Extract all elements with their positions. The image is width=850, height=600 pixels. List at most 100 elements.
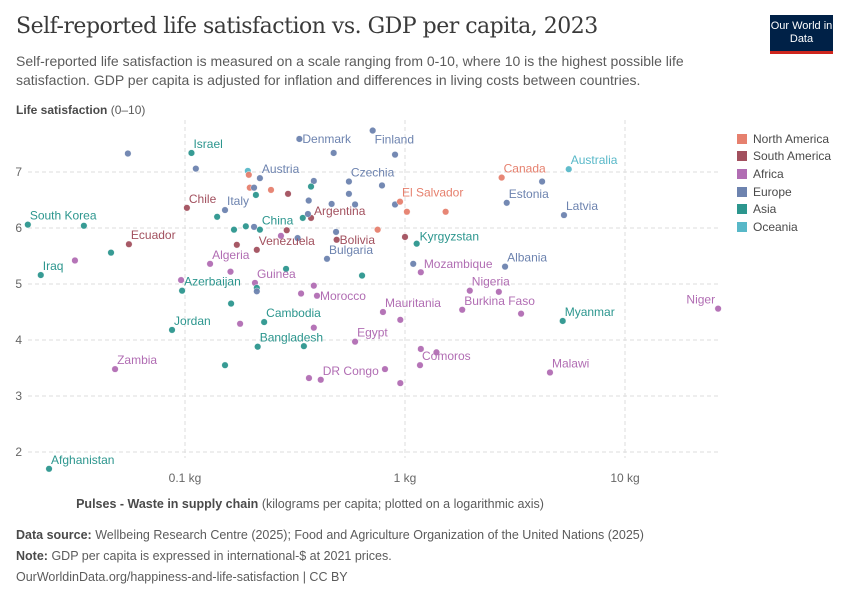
- data-point-zambia[interactable]: [111, 365, 119, 373]
- data-point[interactable]: [396, 316, 404, 324]
- data-point-australia[interactable]: [565, 165, 573, 173]
- legend-item-africa[interactable]: Africa: [737, 165, 831, 183]
- data-point-czechia[interactable]: [345, 178, 353, 186]
- data-point[interactable]: [401, 233, 409, 241]
- data-point[interactable]: [391, 151, 399, 159]
- data-point-finland[interactable]: [369, 127, 377, 135]
- data-point-iraq[interactable]: [37, 271, 45, 279]
- data-point[interactable]: [227, 300, 235, 308]
- data-point-el-salvador[interactable]: [396, 198, 404, 206]
- data-point-ecuador[interactable]: [125, 240, 133, 248]
- data-point-kyrgyzstan[interactable]: [413, 240, 421, 248]
- data-point[interactable]: [299, 214, 307, 222]
- legend-item-europe[interactable]: Europe: [737, 183, 831, 201]
- data-point-denmark[interactable]: [295, 135, 303, 143]
- data-point[interactable]: [277, 232, 285, 240]
- data-point-algeria[interactable]: [206, 260, 214, 268]
- data-point-venezuela[interactable]: [253, 246, 261, 254]
- data-point[interactable]: [358, 272, 366, 280]
- data-point[interactable]: [538, 178, 546, 186]
- data-point-south-korea[interactable]: [24, 221, 32, 229]
- data-point[interactable]: [71, 256, 79, 264]
- data-point-latvia[interactable]: [560, 211, 568, 219]
- data-point[interactable]: [495, 288, 503, 296]
- citation-link[interactable]: OurWorldinData.org/happiness-and-life-sa…: [16, 570, 348, 584]
- data-point-niger[interactable]: [714, 305, 722, 313]
- data-point[interactable]: [305, 374, 313, 382]
- data-point[interactable]: [517, 310, 525, 318]
- data-point[interactable]: [304, 210, 312, 218]
- data-point-chile[interactable]: [183, 204, 191, 212]
- data-point[interactable]: [80, 222, 88, 230]
- data-point-comoros[interactable]: [416, 361, 424, 369]
- data-point[interactable]: [396, 379, 404, 387]
- legend-item-asia[interactable]: Asia: [737, 200, 831, 218]
- legend-item-south-america[interactable]: South America: [737, 148, 831, 166]
- data-point[interactable]: [124, 150, 132, 158]
- data-point[interactable]: [403, 208, 411, 216]
- data-point[interactable]: [213, 213, 221, 221]
- data-point-burkina-faso[interactable]: [458, 306, 466, 314]
- data-point-egypt[interactable]: [351, 338, 359, 346]
- data-point[interactable]: [221, 361, 229, 369]
- data-point[interactable]: [282, 265, 290, 273]
- data-point-bolivia[interactable]: [333, 236, 341, 244]
- data-point[interactable]: [330, 149, 338, 157]
- data-point[interactable]: [252, 191, 260, 199]
- data-point-bulgaria[interactable]: [323, 255, 331, 263]
- data-point-myanmar[interactable]: [559, 317, 567, 325]
- data-point-morocco[interactable]: [313, 292, 321, 300]
- data-point[interactable]: [250, 184, 258, 192]
- data-point[interactable]: [177, 276, 185, 284]
- data-point[interactable]: [307, 183, 315, 191]
- data-point[interactable]: [236, 320, 244, 328]
- data-point[interactable]: [432, 348, 440, 356]
- data-point[interactable]: [381, 365, 389, 373]
- data-point-jordan[interactable]: [168, 326, 176, 334]
- data-point[interactable]: [374, 226, 382, 234]
- data-point[interactable]: [328, 200, 336, 208]
- data-point-mozambique[interactable]: [417, 268, 425, 276]
- data-point-nigeria[interactable]: [466, 287, 474, 295]
- data-point[interactable]: [345, 190, 353, 198]
- data-point[interactable]: [310, 177, 318, 185]
- data-point-cambodia[interactable]: [260, 318, 268, 326]
- data-point-albania[interactable]: [501, 263, 509, 271]
- data-point-china[interactable]: [256, 226, 264, 234]
- data-point[interactable]: [230, 226, 238, 234]
- data-point-malawi[interactable]: [546, 368, 554, 376]
- data-point-mauritania[interactable]: [379, 308, 387, 316]
- legend-item-north-america[interactable]: North America: [737, 130, 831, 148]
- data-point[interactable]: [253, 287, 261, 295]
- data-point-israel[interactable]: [187, 149, 195, 157]
- data-point[interactable]: [305, 197, 313, 205]
- data-point[interactable]: [442, 208, 450, 216]
- data-point[interactable]: [267, 186, 275, 194]
- data-point[interactable]: [409, 260, 417, 268]
- data-point-italy[interactable]: [221, 206, 229, 214]
- owid-logo[interactable]: Our World in Data: [770, 15, 833, 54]
- data-point[interactable]: [245, 171, 253, 179]
- data-point[interactable]: [283, 226, 291, 234]
- data-point[interactable]: [284, 190, 292, 198]
- data-point[interactable]: [351, 200, 359, 208]
- data-point-dr-congo[interactable]: [317, 376, 325, 384]
- data-point[interactable]: [310, 324, 318, 332]
- data-point[interactable]: [107, 249, 115, 257]
- data-point-afghanistan[interactable]: [45, 465, 53, 473]
- data-point-canada[interactable]: [498, 174, 506, 182]
- data-point[interactable]: [297, 290, 305, 298]
- data-point-bangladesh[interactable]: [254, 343, 262, 351]
- data-point[interactable]: [233, 241, 241, 249]
- data-point-austria[interactable]: [256, 174, 264, 182]
- data-point[interactable]: [192, 165, 200, 173]
- legend-item-oceania[interactable]: Oceania: [737, 218, 831, 236]
- data-point-azerbaijan[interactable]: [178, 287, 186, 295]
- data-point[interactable]: [332, 228, 340, 236]
- data-point[interactable]: [250, 223, 258, 231]
- data-point-estonia[interactable]: [503, 199, 511, 207]
- data-point[interactable]: [417, 345, 425, 353]
- data-point[interactable]: [378, 181, 386, 189]
- data-point[interactable]: [294, 234, 302, 242]
- data-point[interactable]: [242, 222, 250, 230]
